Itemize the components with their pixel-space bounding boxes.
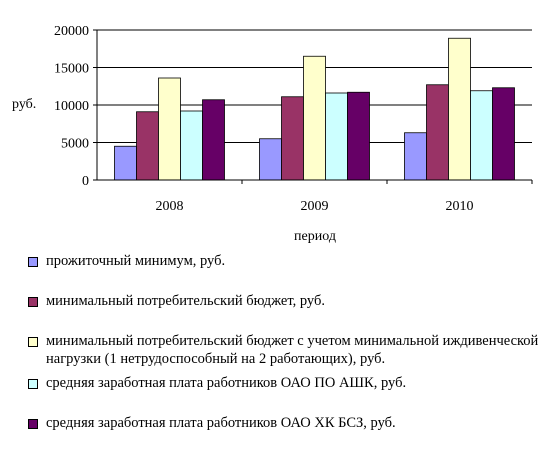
- x-tick-label: 2008: [156, 199, 184, 214]
- bar: [325, 92, 348, 181]
- bar: [259, 138, 282, 181]
- legend-item: средняя заработная плата работников ОАО …: [28, 374, 546, 392]
- bar: [347, 91, 370, 181]
- y-axis-label: руб.: [12, 97, 36, 112]
- legend-item: минимальный потребительский бюджет, руб.: [28, 292, 546, 310]
- bar: [426, 84, 449, 181]
- legend-label: прожиточный минимум, руб.: [46, 253, 226, 269]
- bar: [158, 77, 181, 181]
- legend-item: средняя заработная плата работников ОАО …: [28, 414, 546, 432]
- bar: [114, 145, 137, 181]
- bar: [136, 111, 159, 181]
- y-tick-label: 10000: [54, 99, 89, 114]
- bar: [492, 87, 515, 181]
- axes: [93, 29, 533, 184]
- legend-swatch: [28, 379, 38, 389]
- y-tick-label: 0: [82, 174, 89, 189]
- legend-swatch: [28, 419, 38, 429]
- y-tick-label: 15000: [54, 62, 89, 77]
- x-tick-label: 2009: [301, 199, 329, 214]
- bar: [404, 132, 427, 181]
- legend-label: средняя заработная плата работников ОАО …: [46, 415, 396, 431]
- x-axis-label: период: [294, 229, 336, 244]
- y-tick-label: 20000: [54, 24, 89, 39]
- bar: [281, 96, 304, 181]
- legend-swatch: [28, 297, 38, 307]
- legend-item: минимальный потребительский бюджет с уче…: [28, 332, 546, 368]
- y-tick-labels: 0 5000 10000 15000 20000: [54, 24, 89, 189]
- bars: [114, 37, 515, 181]
- bar: [202, 99, 225, 181]
- legend-label: минимальный потребительский бюджет, руб.: [46, 293, 325, 309]
- legend-item: прожиточный минимум, руб.: [28, 252, 546, 270]
- bar: [470, 90, 493, 181]
- legend-swatch: [28, 337, 38, 347]
- legend-label: минимальный потребительский бюджет с уче…: [46, 333, 539, 367]
- legend-label: средняя заработная плата работников ОАО …: [46, 375, 407, 391]
- bar: [448, 37, 471, 181]
- bar-chart: 0 5000 10000 15000 20000 2008 2009 2010 руб. п…: [12, 24, 533, 244]
- x-tick-label: 2010: [446, 199, 474, 214]
- bar: [180, 110, 203, 181]
- legend-swatch: [28, 257, 38, 267]
- y-tick-label: 5000: [61, 137, 89, 152]
- x-tick-labels: 2008 2009 2010: [156, 199, 474, 214]
- bar: [303, 55, 326, 181]
